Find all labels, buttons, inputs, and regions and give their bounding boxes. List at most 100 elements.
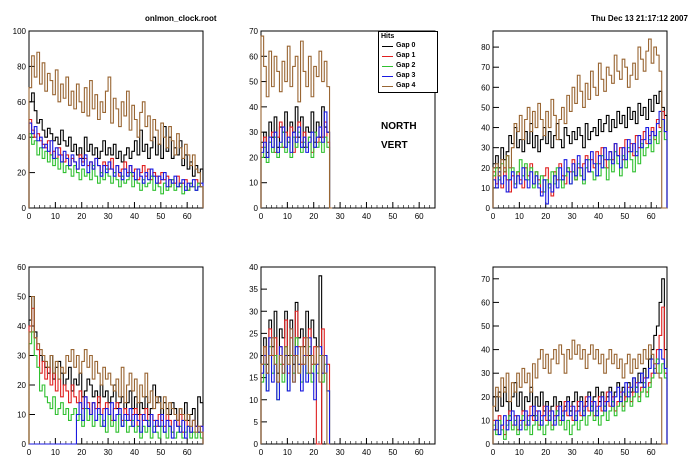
y-tick-label: 20 — [249, 153, 258, 162]
y-tick-label: 50 — [249, 78, 258, 87]
y-tick-label: 80 — [481, 43, 490, 52]
x-tick-label: 30 — [336, 212, 345, 221]
histogram-panel: 0 10 20 30 40 50 60 0 10 20 30 40 50 60 70 — [481, 266, 668, 457]
y-tick-label: 50 — [17, 293, 26, 302]
y-tick-label: 20 — [17, 169, 26, 178]
y-tick-label: 40 — [249, 103, 258, 112]
x-tick-label: 50 — [156, 212, 165, 221]
y-tick-label: 40 — [249, 263, 258, 272]
y-tick-label: 70 — [249, 27, 258, 36]
histogram-panel: 0 10 20 30 40 50 60 0 10 20 30 40 50 60 — [17, 263, 204, 457]
y-tick-label: 20 — [481, 393, 490, 402]
y-tick-label: 15 — [249, 374, 258, 383]
series-line — [28, 295, 204, 444]
annotation-vert: VERT — [381, 140, 408, 151]
series-line — [260, 35, 333, 209]
x-tick-label: 10 — [51, 448, 60, 457]
x-tick-label: 30 — [568, 212, 577, 221]
series-line — [492, 339, 667, 445]
x-tick-label: 10 — [51, 212, 60, 221]
y-tick-label: 40 — [17, 133, 26, 142]
x-tick-label: 40 — [130, 448, 139, 457]
y-tick-label: 30 — [481, 369, 490, 378]
x-tick-label: 50 — [388, 212, 397, 221]
y-tick-label: 0 — [486, 440, 491, 449]
y-tick-label: 35 — [249, 285, 258, 294]
x-tick-label: 50 — [388, 448, 397, 457]
series-line — [260, 328, 330, 445]
legend-entry: Gap 2 — [382, 62, 434, 71]
file-label: onlmon_clock.root — [145, 14, 217, 23]
legend-label: Gap 4 — [396, 82, 416, 89]
x-tick-label: 20 — [309, 448, 318, 457]
y-tick-label: 60 — [481, 298, 490, 307]
x-tick-label: 0 — [491, 212, 496, 221]
series-line — [492, 349, 668, 444]
legend-swatch — [382, 46, 393, 47]
x-tick-label: 0 — [27, 448, 32, 457]
x-tick-label: 20 — [77, 212, 86, 221]
y-tick-label: 30 — [481, 144, 490, 153]
x-tick-label: 60 — [183, 448, 192, 457]
histogram-panel: 0 10 20 30 40 50 60 0 5 10 15 20 25 30 35 40 — [249, 263, 436, 457]
x-tick-label: 0 — [491, 448, 496, 457]
y-tick-label: 70 — [481, 275, 490, 284]
x-tick-label: 10 — [283, 448, 292, 457]
legend-swatch — [382, 86, 393, 87]
series-line — [28, 122, 204, 208]
x-tick-label: 40 — [130, 212, 139, 221]
legend: Hits Gap 0 Gap 1 Gap 2 Gap 3 Gap 4 — [378, 31, 438, 93]
x-tick-label: 20 — [541, 448, 550, 457]
y-tick-label: 60 — [249, 52, 258, 61]
y-tick-label: 0 — [254, 440, 259, 449]
y-tick-label: 0 — [254, 204, 259, 213]
series-line — [492, 118, 668, 208]
y-tick-label: 30 — [17, 352, 26, 361]
x-tick-label: 0 — [259, 448, 264, 457]
y-tick-label: 10 — [481, 184, 490, 193]
x-tick-label: 50 — [620, 448, 629, 457]
legend-swatch — [382, 76, 393, 77]
legend-title: Hits — [381, 33, 395, 40]
y-tick-label: 25 — [249, 329, 258, 338]
legend-label: Gap 0 — [396, 42, 416, 49]
y-tick-label: 30 — [249, 128, 258, 137]
x-tick-label: 50 — [156, 448, 165, 457]
series-line — [492, 38, 667, 209]
y-tick-label: 0 — [486, 204, 491, 213]
y-tick-label: 70 — [481, 63, 490, 72]
x-tick-label: 60 — [647, 448, 656, 457]
series-line — [28, 51, 204, 208]
legend-label: Gap 3 — [396, 72, 416, 79]
x-tick-label: 60 — [183, 212, 192, 221]
histogram-panel: 0 10 20 30 40 50 60 0 10 20 30 40 50 60 70 80 — [481, 30, 668, 221]
y-tick-label: 60 — [17, 263, 26, 272]
y-tick-label: 0 — [22, 204, 27, 213]
x-tick-label: 0 — [27, 212, 32, 221]
legend-swatch — [382, 66, 393, 67]
y-tick-label: 50 — [481, 103, 490, 112]
y-tick-label: 0 — [22, 440, 27, 449]
y-tick-label: 20 — [481, 164, 490, 173]
y-tick-label: 5 — [254, 418, 259, 427]
y-tick-label: 60 — [481, 83, 490, 92]
y-tick-label: 100 — [13, 27, 27, 36]
y-tick-label: 40 — [17, 322, 26, 331]
x-tick-label: 30 — [336, 448, 345, 457]
y-tick-label: 10 — [17, 411, 26, 420]
y-tick-label: 60 — [17, 98, 26, 107]
y-tick-label: 10 — [249, 179, 258, 188]
y-tick-label: 20 — [17, 381, 26, 390]
y-tick-label: 30 — [249, 307, 258, 316]
x-tick-label: 20 — [77, 448, 86, 457]
annotation-north: NORTH — [381, 121, 417, 132]
series-line — [492, 110, 668, 208]
x-tick-label: 30 — [104, 212, 113, 221]
x-tick-label: 40 — [362, 212, 371, 221]
x-tick-label: 40 — [362, 448, 371, 457]
x-tick-label: 40 — [594, 448, 603, 457]
y-tick-label: 10 — [249, 396, 258, 405]
histogram-panel: 0 10 20 30 40 50 60 0 20 40 60 80 100 — [13, 27, 204, 221]
x-tick-label: 50 — [620, 212, 629, 221]
